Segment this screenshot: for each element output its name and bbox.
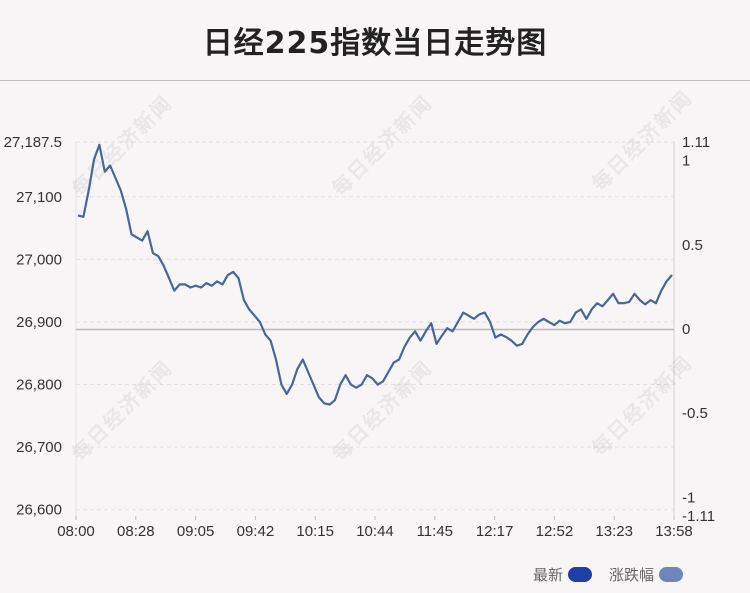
x-tick-label: 10:15	[296, 523, 334, 540]
y2-tick-label: 1	[682, 153, 690, 170]
y-tick-label: 26,700	[16, 439, 62, 456]
x-tick-label: 12:52	[536, 523, 574, 540]
legend-label: 涨跌幅	[609, 566, 655, 584]
x-tick-label: 09:42	[237, 523, 275, 540]
y-tick-label: 27,100	[16, 189, 62, 206]
y2-tick-label: 0	[682, 321, 690, 338]
x-tick-label: 13:58	[655, 523, 693, 540]
y2-tick-label: 1.11	[682, 134, 710, 151]
y2-tick-label: -1	[682, 489, 695, 506]
x-tick-label: 12:17	[476, 523, 514, 540]
legend-item-latest[interactable]: 最新	[533, 564, 593, 585]
legend-swatch-change	[659, 567, 684, 582]
y2-tick-label: -0.5	[682, 405, 708, 422]
x-tick-label: 08:00	[57, 523, 95, 540]
legend-item-change[interactable]: 涨跌幅	[609, 564, 684, 585]
x-tick-label: 10:44	[356, 523, 394, 540]
legend-swatch-latest	[568, 567, 593, 582]
y-tick-label: 26,900	[16, 314, 62, 331]
x-tick-label: 09:05	[177, 523, 215, 540]
x-tick-label: 11:45	[417, 523, 453, 540]
y-tick-label: 26,600	[16, 502, 62, 519]
title-divider	[0, 80, 750, 81]
legend-label: 最新	[533, 566, 564, 584]
y2-tick-label: 0.5	[682, 237, 703, 254]
chart-title: 日经225指数当日走势图	[202, 26, 548, 61]
x-tick-label: 08:28	[117, 523, 155, 540]
y2-tick-label: -1.11	[682, 508, 715, 525]
y-tick-label: 27,000	[16, 251, 62, 268]
y-tick-label: 26,800	[16, 377, 62, 394]
index-price-line	[77, 143, 673, 406]
y-tick-label: 27,187.5	[4, 134, 62, 151]
x-tick-label: 13:23	[595, 523, 633, 540]
